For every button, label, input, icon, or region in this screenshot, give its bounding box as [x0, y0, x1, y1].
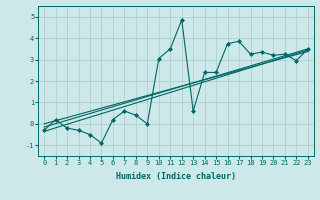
X-axis label: Humidex (Indice chaleur): Humidex (Indice chaleur) [116, 172, 236, 181]
